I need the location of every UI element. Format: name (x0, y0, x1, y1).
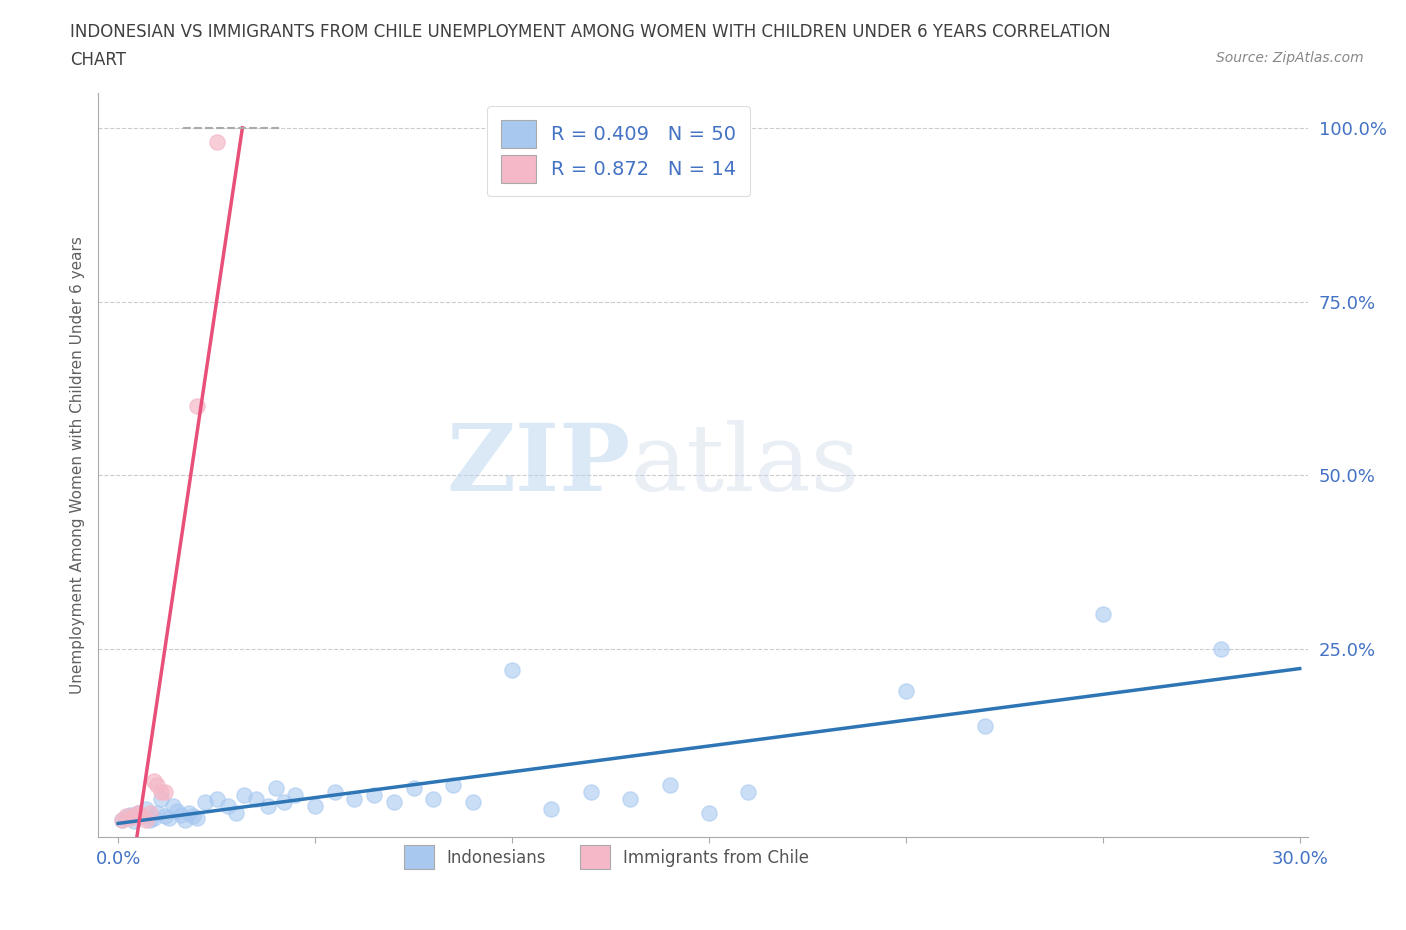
Point (284, 788, 307, 803)
Point (181, 809, 204, 824)
Point (501, 663, 523, 678)
Point (118, 810, 141, 825)
Point (155, 784, 177, 799)
Point (894, 684, 917, 698)
Point (422, 791, 444, 806)
Point (127, 805, 149, 820)
Point (177, 805, 200, 820)
Point (402, 781, 425, 796)
Legend: Indonesians, Immigrants from Chile: Indonesians, Immigrants from Chile (392, 834, 821, 881)
Point (194, 795, 217, 810)
Point (186, 398, 208, 413)
Point (619, 791, 641, 806)
Text: atlas: atlas (630, 420, 859, 510)
Point (382, 795, 405, 810)
Text: CHART: CHART (70, 51, 127, 69)
Point (135, 802, 157, 817)
Point (304, 798, 326, 813)
Text: Source: ZipAtlas.com: Source: ZipAtlas.com (1216, 51, 1364, 65)
Point (1091, 607, 1114, 622)
Point (150, 791, 173, 806)
Point (122, 814, 145, 829)
Point (540, 802, 562, 817)
Point (697, 805, 720, 820)
Point (122, 807, 145, 822)
Text: INDONESIAN VS IMMIGRANTS FROM CHILE UNEMPLOYMENT AMONG WOMEN WITH CHILDREN UNDER: INDONESIAN VS IMMIGRANTS FROM CHILE UNEM… (70, 23, 1111, 41)
Text: ZIP: ZIP (446, 420, 630, 510)
Point (225, 805, 247, 820)
Point (217, 798, 239, 813)
Point (205, 134, 228, 149)
Point (174, 813, 197, 828)
Point (150, 784, 173, 799)
Point (579, 784, 602, 799)
Point (135, 812, 157, 827)
Point (138, 805, 160, 820)
Point (111, 812, 134, 827)
Point (441, 777, 464, 792)
Point (111, 812, 134, 827)
Point (461, 795, 484, 810)
Point (256, 798, 278, 813)
Point (323, 784, 346, 799)
Point (658, 777, 681, 792)
Point (264, 781, 287, 796)
Point (142, 774, 165, 789)
Point (363, 788, 385, 803)
Point (233, 788, 256, 803)
Point (737, 784, 759, 799)
Point (118, 807, 141, 822)
Point (186, 810, 208, 825)
Point (146, 777, 169, 792)
Point (273, 795, 295, 810)
Point (131, 809, 153, 824)
Point (155, 809, 177, 824)
Point (166, 804, 188, 818)
Point (205, 791, 228, 806)
Point (157, 810, 180, 825)
Point (343, 791, 366, 806)
Point (170, 807, 193, 822)
Point (973, 718, 995, 733)
Y-axis label: Unemployment Among Women with Children Under 6 years: Unemployment Among Women with Children U… (69, 236, 84, 694)
Point (138, 812, 160, 827)
Point (127, 805, 149, 820)
Point (245, 791, 267, 806)
Point (142, 810, 165, 825)
Point (115, 809, 138, 824)
Point (131, 809, 153, 824)
Point (115, 810, 138, 825)
Point (1209, 642, 1232, 657)
Point (162, 798, 184, 813)
Point (146, 805, 169, 820)
